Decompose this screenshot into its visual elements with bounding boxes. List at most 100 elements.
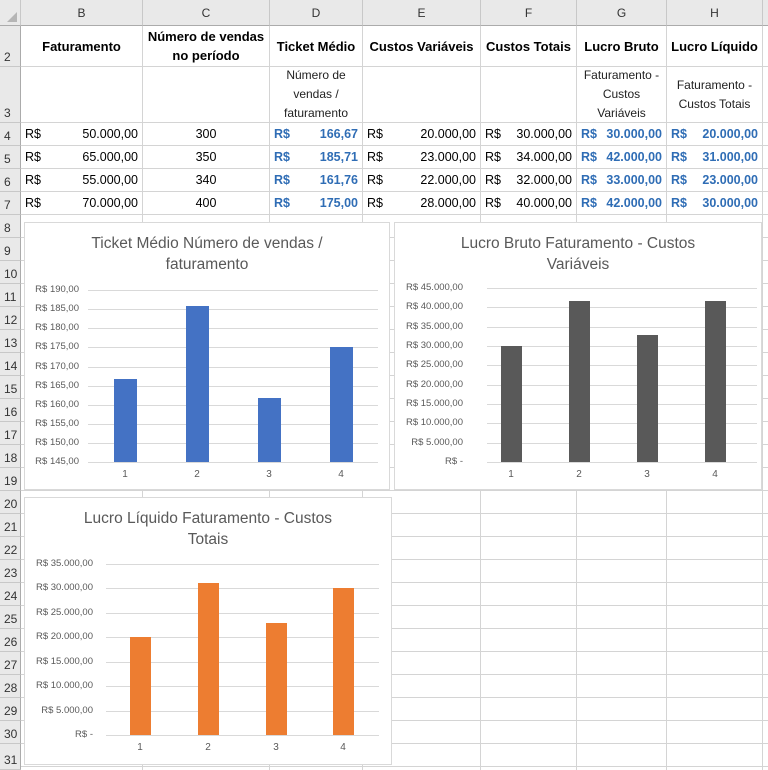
row-header-18[interactable]: 18	[0, 445, 21, 468]
cell-faturamento[interactable]: R$ 55.000,00	[21, 169, 143, 192]
header-lucro-liquido[interactable]: Lucro Líquido	[667, 26, 763, 67]
cell-i7[interactable]	[763, 192, 768, 215]
header-ticket-medio[interactable]: Ticket Médio	[270, 26, 363, 67]
cell-custos-variaveis[interactable]: R$ 20.000,00	[363, 123, 481, 146]
row-header-15[interactable]: 15	[0, 376, 21, 399]
column-header-b[interactable]: B	[21, 0, 143, 26]
cell-vendas[interactable]: 340	[143, 169, 270, 192]
row-header-7[interactable]: 7	[0, 192, 21, 215]
cell-faturamento[interactable]: R$ 50.000,00	[21, 123, 143, 146]
row-header-17[interactable]: 17	[0, 422, 21, 445]
row-header-2[interactable]: 2	[0, 26, 21, 67]
header-numero-vendas[interactable]: Número de vendas no período	[143, 26, 270, 67]
bar-2[interactable]	[569, 301, 590, 462]
bar-4[interactable]	[705, 301, 726, 462]
column-header-h[interactable]: H	[667, 0, 763, 26]
cell-custos-variaveis[interactable]: R$ 22.000,00	[363, 169, 481, 192]
cell-c3[interactable]	[143, 67, 270, 123]
cell-faturamento[interactable]: R$ 70.000,00	[21, 192, 143, 215]
cell-e3[interactable]	[363, 67, 481, 123]
cell-ticket[interactable]: R$ 161,76	[270, 169, 363, 192]
column-header-g[interactable]: G	[577, 0, 667, 26]
column-header-f[interactable]: F	[481, 0, 577, 26]
cell-faturamento[interactable]: R$ 65.000,00	[21, 146, 143, 169]
cell-custos-variaveis[interactable]: R$ 23.000,00	[363, 146, 481, 169]
cell-i2[interactable]	[763, 26, 768, 67]
cell-i6[interactable]	[763, 169, 768, 192]
bar-1[interactable]	[501, 346, 522, 462]
row-header-22[interactable]: 22	[0, 537, 21, 560]
bar-3[interactable]	[258, 398, 281, 462]
cell-ticket[interactable]: R$ 175,00	[270, 192, 363, 215]
bar-4[interactable]	[330, 347, 353, 462]
row-header-31[interactable]: 31	[0, 744, 21, 770]
cell-custos-totais[interactable]: R$ 34.000,00	[481, 146, 577, 169]
header-faturamento[interactable]: Faturamento	[21, 26, 143, 67]
row-header-23[interactable]: 23	[0, 560, 21, 583]
cell-ticket[interactable]: R$ 185,71	[270, 146, 363, 169]
cell-lucro-bruto[interactable]: R$ 33.000,00	[577, 169, 667, 192]
cell-custos-variaveis[interactable]: R$ 28.000,00	[363, 192, 481, 215]
cell-ticket[interactable]: R$ 166,67	[270, 123, 363, 146]
row-header-14[interactable]: 14	[0, 353, 21, 376]
column-header-d[interactable]: D	[270, 0, 363, 26]
cell-lucro-bruto[interactable]: R$ 42.000,00	[577, 146, 667, 169]
row-header-10[interactable]: 10	[0, 261, 21, 284]
column-header-i[interactable]	[763, 0, 768, 26]
column-header-c[interactable]: C	[143, 0, 270, 26]
cell-lucro-liquido[interactable]: R$ 30.000,00	[667, 192, 763, 215]
row-header-26[interactable]: 26	[0, 629, 21, 652]
cell-i5[interactable]	[763, 146, 768, 169]
row-header-8[interactable]: 8	[0, 215, 21, 238]
bar-3[interactable]	[637, 335, 658, 462]
bar-1[interactable]	[114, 379, 137, 462]
row-header-29[interactable]: 29	[0, 698, 21, 721]
cell-lucro-bruto[interactable]: R$ 30.000,00	[577, 123, 667, 146]
cell-custos-totais[interactable]: R$ 32.000,00	[481, 169, 577, 192]
header-custos-totais[interactable]: Custos Totais	[481, 26, 577, 67]
bar-2[interactable]	[186, 306, 209, 462]
cell-lucro-bruto[interactable]: R$ 42.000,00	[577, 192, 667, 215]
bar-2[interactable]	[198, 583, 219, 735]
cell-custos-totais[interactable]: R$ 30.000,00	[481, 123, 577, 146]
row-header-5[interactable]: 5	[0, 146, 21, 169]
row-header-16[interactable]: 16	[0, 399, 21, 422]
cell-lucro-liquido[interactable]: R$ 31.000,00	[667, 146, 763, 169]
cell-vendas[interactable]: 350	[143, 146, 270, 169]
chart-lucro-liquido[interactable]: Lucro Líquido Faturamento - Custos Totai…	[24, 497, 392, 765]
cell-f3[interactable]	[481, 67, 577, 123]
subheader-lucro-liquido[interactable]: Faturamento - Custos Totais	[667, 67, 763, 123]
header-custos-variaveis[interactable]: Custos Variáveis	[363, 26, 481, 67]
row-header-30[interactable]: 30	[0, 721, 21, 744]
cell-custos-totais[interactable]: R$ 40.000,00	[481, 192, 577, 215]
row-header-28[interactable]: 28	[0, 675, 21, 698]
row-header-19[interactable]: 19	[0, 468, 21, 491]
cell-i4[interactable]	[763, 123, 768, 146]
row-header-6[interactable]: 6	[0, 169, 21, 192]
subheader-ticket-medio[interactable]: Número de vendas / faturamento	[270, 67, 363, 123]
cell-lucro-liquido[interactable]: R$ 20.000,00	[667, 123, 763, 146]
row-header-20[interactable]: 20	[0, 491, 21, 514]
cell-lucro-liquido[interactable]: R$ 23.000,00	[667, 169, 763, 192]
row-header-12[interactable]: 12	[0, 307, 21, 330]
row-header-9[interactable]: 9	[0, 238, 21, 261]
bar-1[interactable]	[130, 637, 151, 735]
row-header-24[interactable]: 24	[0, 583, 21, 606]
row-header-13[interactable]: 13	[0, 330, 21, 353]
cell-vendas[interactable]: 400	[143, 192, 270, 215]
row-header-21[interactable]: 21	[0, 514, 21, 537]
bar-4[interactable]	[333, 588, 354, 735]
chart-lucro-bruto[interactable]: Lucro Bruto Faturamento - Custos Variáve…	[394, 222, 762, 490]
column-header-e[interactable]: E	[363, 0, 481, 26]
select-all-corner[interactable]	[0, 0, 21, 26]
chart-ticket-medio[interactable]: Ticket Médio Número de vendas / faturame…	[24, 222, 390, 490]
cell-vendas[interactable]: 300	[143, 123, 270, 146]
row-header-27[interactable]: 27	[0, 652, 21, 675]
header-lucro-bruto[interactable]: Lucro Bruto	[577, 26, 667, 67]
cell-i3[interactable]	[763, 67, 768, 123]
bar-3[interactable]	[266, 623, 287, 735]
subheader-lucro-bruto[interactable]: Faturamento - Custos Variáveis	[577, 67, 667, 123]
row-header-4[interactable]: 4	[0, 123, 21, 146]
row-header-25[interactable]: 25	[0, 606, 21, 629]
row-header-3[interactable]: 3	[0, 67, 21, 123]
